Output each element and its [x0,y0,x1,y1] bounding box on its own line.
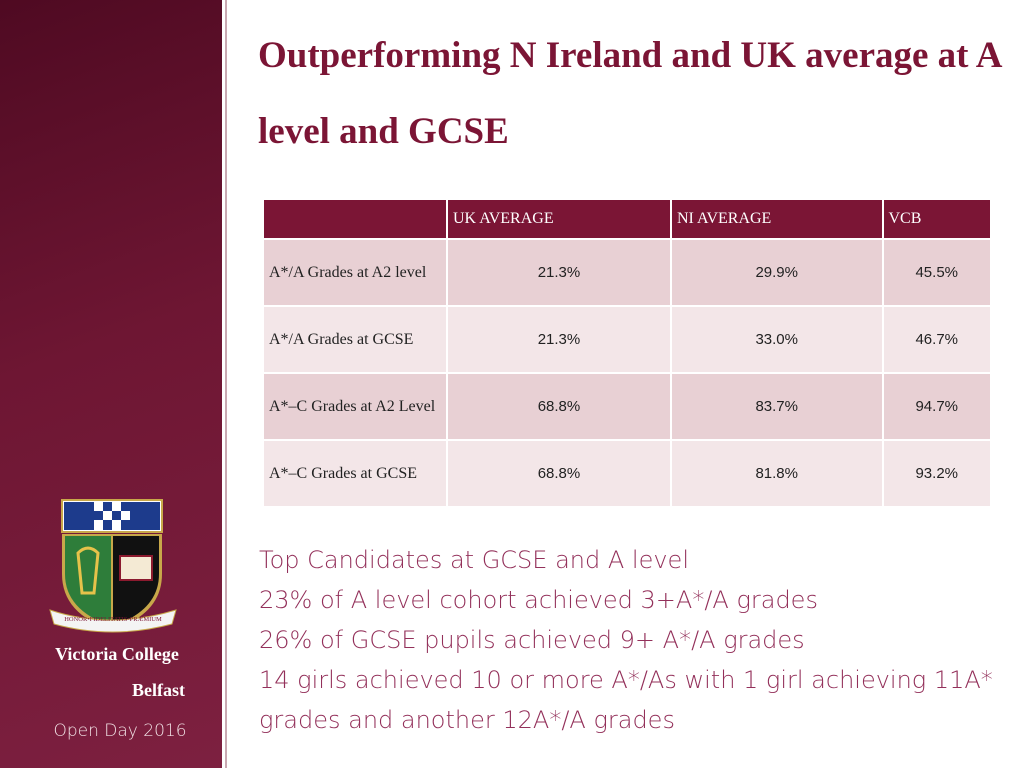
header-cell [262,198,448,240]
bullet-point: 23% of A level cohort achieved 3+A*/A gr… [259,586,818,614]
slide-title: Outperforming N Ireland and UK average a… [258,35,1001,152]
value-cell: 94.7% [881,372,992,441]
motto: HONOR•FIDELITATIS•PRÆMIUM [64,616,162,623]
table-row: A*–C Grades at A2 Level 68.8% 83.7% 94.7% [262,372,992,441]
row-label: A*–C Grades at GCSE [262,439,448,508]
value-cell: 83.7% [669,372,884,441]
results-table: UK AVERAGE NI AVERAGE VCB A*/A Grades at A… [262,198,992,508]
event-name: Open Day 2016 [53,721,187,741]
value-cell: 68.8% [446,372,672,441]
crest: HONOR•FIDELITATIS•PRÆMIUM [49,499,177,633]
value-cell: 33.0% [669,305,884,374]
header-cell: VCB [881,198,992,240]
header-cell: UK AVERAGE [446,198,672,240]
bullet-point: Top Candidates at GCSE and A level [259,546,689,574]
value-cell: 81.8% [669,439,884,508]
bullet-point: 14 girls achieved 10 or more A*/As with … [259,666,993,734]
value-cell: 45.5% [881,238,992,307]
table-row: A*–C Grades at GCSE 68.8% 81.8% 93.2% [262,439,992,508]
value-cell: 21.3% [446,238,672,307]
value-cell: 21.3% [446,305,672,374]
value-cell: 46.7% [881,305,992,374]
value-cell: 68.8% [446,439,672,508]
school-name: Victoria College [55,644,179,664]
bullet-list: Top Candidates at GCSE and A level 23% of… [259,540,1019,740]
row-label: A*–C Grades at A2 Level [262,372,448,441]
school-location: Belfast [132,680,185,700]
row-label: A*/A Grades at A2 level [262,238,448,307]
bullet-point: 26% of GCSE pupils achieved 9+ A*/A grad… [259,626,805,654]
value-cell: 93.2% [881,439,992,508]
table-row: A*/A Grades at GCSE 21.3% 33.0% 46.7% [262,305,992,374]
header-cell: NI AVERAGE [669,198,884,240]
value-cell: 29.9% [669,238,884,307]
table-row: A*/A Grades at A2 level 21.3% 29.9% 45.5% [262,238,992,307]
sidebar: HONOR•FIDELITATIS•PRÆMIUM Victoria Colle… [0,0,225,768]
header-row: UK AVERAGE NI AVERAGE VCB [262,198,992,240]
row-label: A*/A Grades at GCSE [262,305,448,374]
